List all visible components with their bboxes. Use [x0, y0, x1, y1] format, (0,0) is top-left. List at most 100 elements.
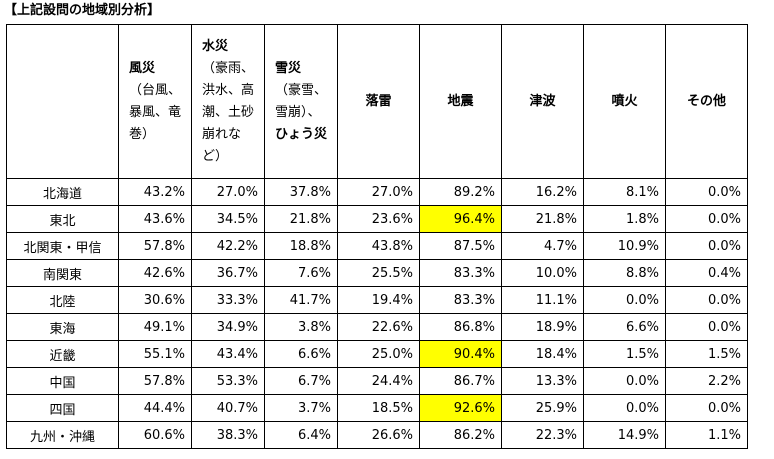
column-header: 噴火 [583, 24, 666, 179]
value-cell: 43.8% [337, 232, 420, 260]
table-row: 南関東 42.6% 36.7% 7.6% 25.5% 83.3% 10.0% 8.8% 0.4% [6, 259, 748, 287]
value-cell: 13.3% [501, 367, 584, 395]
column-header-subtitle: 崩れな [201, 126, 241, 142]
value-cell: 18.4% [501, 340, 584, 368]
column-header: 雪災 （豪雪、 雪崩）、 ひょう災 [264, 24, 338, 179]
value-cell: 43.2% [118, 178, 192, 206]
value-cell: 87.5% [419, 232, 502, 260]
value-cell: 21.8% [264, 205, 338, 233]
column-header-subtitle: 潮、土砂 [201, 104, 254, 120]
column-header-subtitle: （豪雪、 [274, 82, 327, 98]
column-header-label: 雪災 （豪雪、 雪崩）、 ひょう災 [275, 58, 327, 146]
value-cell: 27.0% [337, 178, 420, 206]
value-cell: 27.0% [191, 178, 265, 206]
column-header-subtitle: 雪崩）、 [274, 104, 321, 120]
value-cell: 0.4% [665, 259, 748, 287]
value-cell: 0.0% [583, 394, 666, 422]
column-header-subtitle: 洪水、高 [201, 82, 254, 98]
column-header-label: 水災 （豪雨、 洪水、高 潮、土砂 崩れな ど） [202, 36, 254, 168]
value-cell: 6.6% [264, 340, 338, 368]
region-cell: 四国 [6, 394, 119, 422]
table-row: 東北 43.6% 34.5% 21.8% 23.6% 96.4% 21.8% 1.8% 0.0% [6, 205, 748, 233]
table-row: 四国 44.4% 40.7% 3.7% 18.5% 92.6% 25.9% 0.0% 0.0% [6, 394, 748, 422]
value-cell: 22.6% [337, 313, 420, 341]
value-cell: 34.5% [191, 205, 265, 233]
value-cell: 3.7% [264, 394, 338, 422]
value-cell: 83.3% [419, 286, 502, 314]
column-header-title: 落雷 [365, 93, 392, 109]
value-cell: 86.8% [419, 313, 502, 341]
value-cell: 18.9% [501, 313, 584, 341]
table-row: 九州・沖縄 60.6% 38.3% 6.4% 26.6% 86.2% 22.3% 14.9% 1… [6, 421, 748, 449]
value-cell: 83.3% [419, 259, 502, 287]
region-cell: 中国 [6, 367, 119, 395]
value-cell: 11.1% [501, 286, 584, 314]
column-header-title: 風災 [128, 60, 155, 76]
column-header: その他 [665, 24, 748, 179]
column-header-subtitle: （台風、 [128, 82, 181, 98]
highlighted-value-cell: 90.4% [419, 340, 502, 368]
value-cell: 34.9% [191, 313, 265, 341]
value-cell: 6.6% [583, 313, 666, 341]
value-cell: 53.3% [191, 367, 265, 395]
value-cell: 49.1% [118, 313, 192, 341]
value-cell: 41.7% [264, 286, 338, 314]
table-row: 北関東・甲信 57.8% 42.2% 18.8% 43.8% 87.5% 4.7% 10.9%… [6, 232, 748, 260]
region-cell: 北陸 [6, 286, 119, 314]
value-cell: 25.5% [337, 259, 420, 287]
table-header-row: 風災 （台風、 暴風、竜 巻） 水災 （豪雨、 洪水、高 潮、土砂 崩れな ど） 雪災 （豪雪、 雪崩）… [6, 24, 748, 179]
region-cell: 九州・沖縄 [6, 421, 119, 449]
region-cell: 近畿 [6, 340, 119, 368]
value-cell: 4.7% [501, 232, 584, 260]
region-cell: 南関東 [6, 259, 119, 287]
column-header: 津波 [501, 24, 584, 179]
column-header: 水災 （豪雨、 洪水、高 潮、土砂 崩れな ど） [191, 24, 265, 179]
value-cell: 25.9% [501, 394, 584, 422]
table-row: 中国 57.8% 53.3% 6.7% 24.4% 86.7% 13.3% 0.0% 2.2% [6, 367, 748, 395]
column-header-label: 津波 [529, 91, 555, 113]
value-cell: 0.0% [665, 394, 748, 422]
value-cell: 19.4% [337, 286, 420, 314]
value-cell: 3.8% [264, 313, 338, 341]
value-cell: 6.7% [264, 367, 338, 395]
corner-header-cell [6, 24, 119, 179]
value-cell: 0.0% [665, 232, 748, 260]
value-cell: 57.8% [118, 232, 192, 260]
value-cell: 57.8% [118, 367, 192, 395]
column-header-title: 噴火 [611, 93, 638, 109]
value-cell: 1.5% [665, 340, 748, 368]
table-row: 近畿 55.1% 43.4% 6.6% 25.0% 90.4% 18.4% 1.5% 1.5% [6, 340, 748, 368]
value-cell: 86.2% [419, 421, 502, 449]
value-cell: 60.6% [118, 421, 192, 449]
column-header-label: その他 [687, 91, 726, 113]
value-cell: 23.6% [337, 205, 420, 233]
highlighted-value-cell: 92.6% [419, 394, 502, 422]
value-cell: 0.0% [583, 367, 666, 395]
value-cell: 40.7% [191, 394, 265, 422]
column-header-title: その他 [686, 93, 726, 109]
value-cell: 0.0% [665, 205, 748, 233]
value-cell: 37.8% [264, 178, 338, 206]
table-row: 東海 49.1% 34.9% 3.8% 22.6% 86.8% 18.9% 6.6% 0.0% [6, 313, 748, 341]
value-cell: 86.7% [419, 367, 502, 395]
table-row: 北陸 30.6% 33.3% 41.7% 19.4% 83.3% 11.1% 0.0% 0.0% [6, 286, 748, 314]
table-row: 北海道 43.2% 27.0% 37.8% 27.0% 89.2% 16.2% 8.1% 0.0… [6, 178, 748, 206]
column-header-subtitle: 暴風、竜 [128, 104, 181, 120]
column-header-title: 地震 [447, 93, 474, 109]
value-cell: 33.3% [191, 286, 265, 314]
regional-analysis-table: 風災 （台風、 暴風、竜 巻） 水災 （豪雨、 洪水、高 潮、土砂 崩れな ど） 雪災 （豪雪、 雪崩）… [6, 24, 748, 449]
region-cell: 東海 [6, 313, 119, 341]
value-cell: 26.6% [337, 421, 420, 449]
value-cell: 1.5% [583, 340, 666, 368]
table-body: 北海道 43.2% 27.0% 37.8% 27.0% 89.2% 16.2% 8.1% 0.0… [6, 178, 748, 449]
column-header: 地震 [419, 24, 502, 179]
value-cell: 18.8% [264, 232, 338, 260]
column-header-title: 水災 [201, 38, 228, 54]
page-title: 【上記設問の地域別分析】 [4, 3, 161, 18]
column-header-label: 落雷 [365, 91, 391, 113]
column-header-subtitle: ど） [201, 148, 228, 164]
value-cell: 89.2% [419, 178, 502, 206]
value-cell: 42.6% [118, 259, 192, 287]
value-cell: 30.6% [118, 286, 192, 314]
value-cell: 0.0% [665, 178, 748, 206]
